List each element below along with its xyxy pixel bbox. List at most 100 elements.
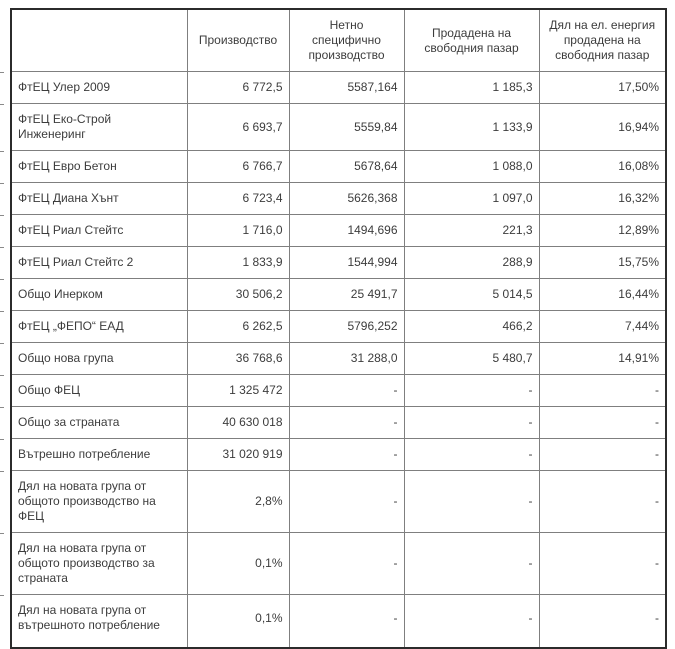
production-data-table: Производство Нетно специфично производств…	[10, 8, 667, 649]
value-cell: 1 097,0	[403, 182, 540, 215]
value-cell: 16,94%	[538, 103, 667, 151]
value-cell: 17,50%	[538, 71, 667, 104]
value-cell: 40 630 018	[186, 406, 290, 439]
header-cell: Нетно специфично производство	[288, 8, 405, 72]
value-cell: 7,44%	[538, 310, 667, 343]
value-cell: 1 088,0	[403, 150, 540, 183]
row-label-cell: Вътрешно потребление	[10, 438, 188, 471]
row-label-cell: ФтЕЦ Диана Хънт	[10, 182, 188, 215]
table-row: Общо Инерком 30 506,2 25 491,7 5 014,5 16,44…	[10, 278, 667, 311]
table-row: Общо ФЕЦ 1 325 472- - -	[10, 374, 667, 407]
row-boundary-tick	[0, 595, 4, 596]
table-row: ФтЕЦ Еко-Строй Инженеринг 6 693,7 5559,84 1…	[10, 103, 667, 151]
header-cell-empty	[10, 8, 188, 72]
value-cell: 6 723,4	[186, 182, 290, 215]
header-row: Производство Нетно специфично производств…	[10, 8, 667, 72]
value-cell: 12,89%	[538, 214, 667, 247]
value-cell: 15,75%	[538, 246, 667, 279]
value-cell: 6 766,7	[186, 150, 290, 183]
value-cell: -	[288, 532, 405, 595]
value-cell: -	[538, 438, 667, 471]
row-boundary-tick	[0, 407, 4, 408]
row-label-cell: Дял на новата група от общото производст…	[10, 470, 188, 533]
value-cell: 25 491,7	[288, 278, 405, 311]
table-row: Дял на новата група от общото производст…	[10, 470, 667, 533]
value-cell: 16,32%	[538, 182, 667, 215]
value-cell: -	[288, 438, 405, 471]
left-edge-artifact	[0, 0, 5, 597]
value-cell: 16,08%	[538, 150, 667, 183]
value-cell: 5559,84	[288, 103, 405, 151]
value-cell: 5 014,5	[403, 278, 540, 311]
value-cell: -	[538, 406, 667, 439]
row-label-cell: Общо за страната	[10, 406, 188, 439]
row-boundary-tick	[0, 311, 4, 312]
table-row: Общо за страната 40 630 018- - -	[10, 406, 667, 439]
value-cell: 2,8%	[186, 470, 290, 533]
table-row: Дял на новата група от общото производст…	[10, 532, 667, 595]
table-row: ФтЕЦ Риал Стейтс 1 716,0 1494,696 221,3 12,8…	[10, 214, 667, 247]
row-boundary-tick	[0, 439, 4, 440]
value-cell: 5678,64	[288, 150, 405, 183]
row-label-cell: ФтЕЦ Улер 2009	[10, 71, 188, 104]
header-cell: Производство	[186, 8, 290, 72]
value-cell: -	[403, 532, 540, 595]
row-label-cell: Дял на новата група от общото производст…	[10, 532, 188, 595]
row-boundary-tick	[0, 215, 4, 216]
value-cell: 1494,696	[288, 214, 405, 247]
table-row: ФтЕЦ Диана Хънт 6 723,4 5626,368 1 097,0 16,…	[10, 182, 667, 215]
header-cell: Дял на ел. енергия продадена на свободни…	[538, 8, 667, 72]
row-boundary-tick	[0, 375, 4, 376]
value-cell: 0,1%	[186, 532, 290, 595]
table-row: Общо нова група 36 768,6 31 288,0 5 480,7 14…	[10, 342, 667, 375]
value-cell: -	[403, 438, 540, 471]
row-boundary-tick	[0, 151, 4, 152]
value-cell: 36 768,6	[186, 342, 290, 375]
table-row: ФтЕЦ Евро Бетон 6 766,7 5678,64 1 088,0 16,0…	[10, 150, 667, 183]
value-cell: -	[538, 470, 667, 533]
value-cell: -	[538, 594, 667, 649]
value-cell: 16,44%	[538, 278, 667, 311]
table-row: Вътрешно потребление 31 020 919- - -	[10, 438, 667, 471]
value-cell: -	[288, 406, 405, 439]
value-cell: -	[288, 594, 405, 649]
row-label-cell: ФтЕЦ „ФЕПО“ ЕАД	[10, 310, 188, 343]
row-label-cell: Общо Инерком	[10, 278, 188, 311]
value-cell: 6 262,5	[186, 310, 290, 343]
value-cell: 1 325 472	[186, 374, 290, 407]
value-cell: 5587,164	[288, 71, 405, 104]
value-cell: -	[288, 374, 405, 407]
row-label-cell: ФтЕЦ Риал Стейтс 2	[10, 246, 188, 279]
value-cell: 0,1%	[186, 594, 290, 649]
value-cell: 1 716,0	[186, 214, 290, 247]
value-cell: 31 288,0	[288, 342, 405, 375]
row-label-cell: ФтЕЦ Еко-Строй Инженеринг	[10, 103, 188, 151]
row-label-cell: ФтЕЦ Евро Бетон	[10, 150, 188, 183]
row-boundary-tick	[0, 471, 4, 472]
value-cell: 5796,252	[288, 310, 405, 343]
value-cell: -	[403, 374, 540, 407]
row-boundary-tick	[0, 72, 4, 73]
row-label-cell: ФтЕЦ Риал Стейтс	[10, 214, 188, 247]
value-cell: -	[538, 374, 667, 407]
value-cell: 31 020 919	[186, 438, 290, 471]
value-cell: 1 185,3	[403, 71, 540, 104]
table-body: ФтЕЦ Улер 2009 6 772,5 5587,164 1 185,3 17,5…	[10, 71, 667, 649]
value-cell: 466,2	[403, 310, 540, 343]
row-boundary-tick	[0, 533, 4, 534]
value-cell: -	[288, 470, 405, 533]
value-cell: 288,9	[403, 246, 540, 279]
value-cell: 1544,994	[288, 246, 405, 279]
row-label-cell: Общо ФЕЦ	[10, 374, 188, 407]
value-cell: 221,3	[403, 214, 540, 247]
row-boundary-tick	[0, 104, 4, 105]
table-row: Дял на новата група от вътрешното потреб…	[10, 594, 667, 649]
row-boundary-tick	[0, 279, 4, 280]
table-row: ФтЕЦ Улер 2009 6 772,5 5587,164 1 185,3 17,5…	[10, 71, 667, 104]
value-cell: 14,91%	[538, 342, 667, 375]
row-label-cell: Общо нова група	[10, 342, 188, 375]
value-cell: -	[403, 470, 540, 533]
row-boundary-tick	[0, 183, 4, 184]
header-cell: Продадена на свободния пазар	[403, 8, 540, 72]
